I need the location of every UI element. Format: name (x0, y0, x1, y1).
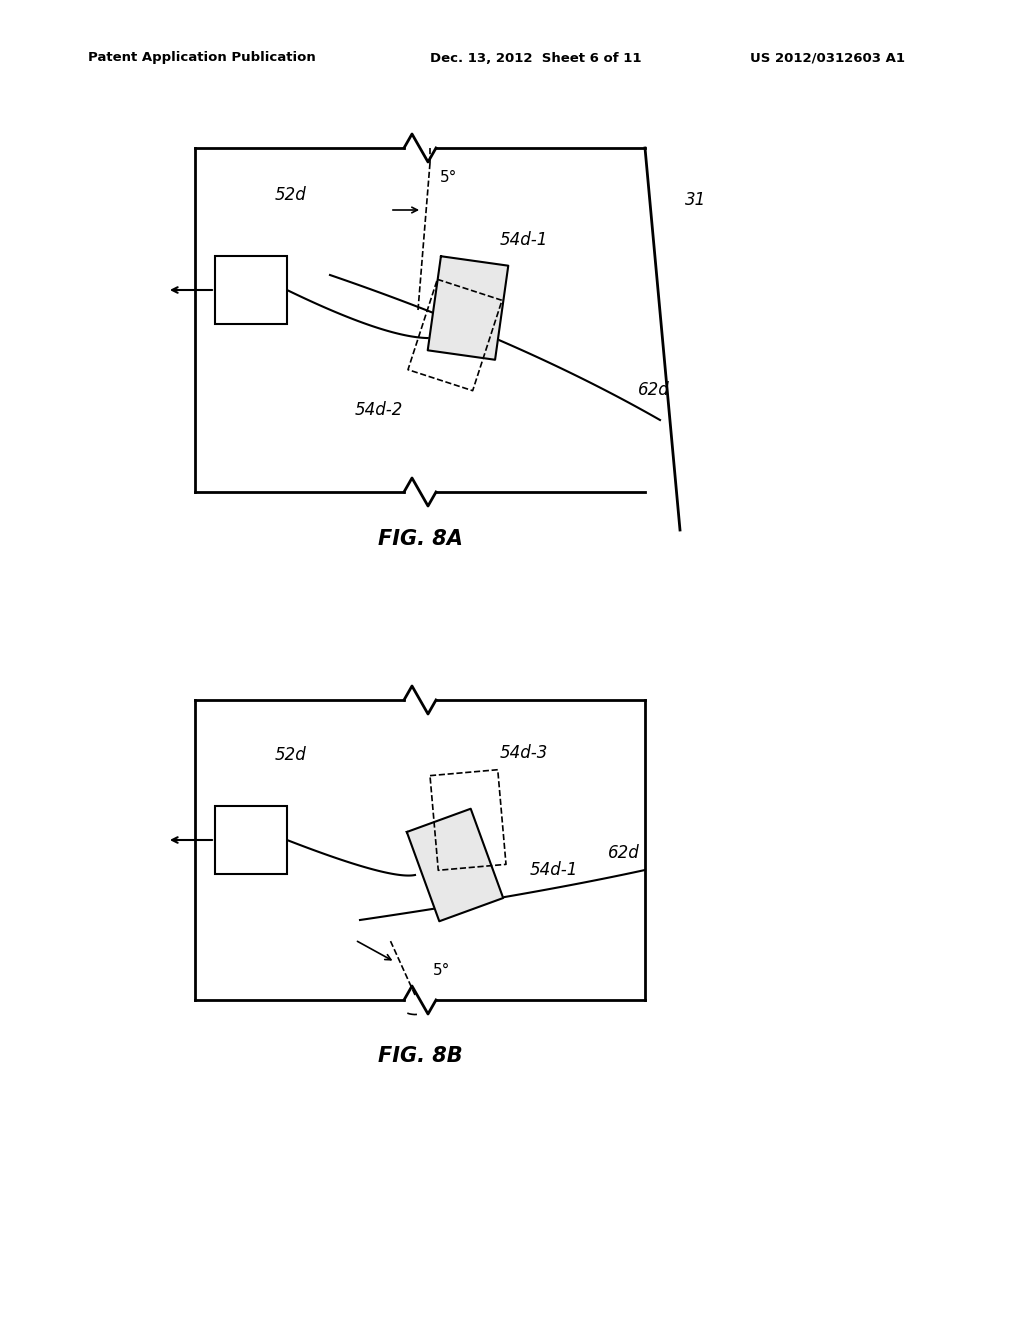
Text: 62d: 62d (638, 381, 670, 399)
Text: 54d-3: 54d-3 (500, 744, 549, 762)
Text: 5°: 5° (440, 170, 458, 185)
Text: 54d-2: 54d-2 (355, 401, 403, 418)
Text: 54d-1: 54d-1 (530, 861, 579, 879)
Bar (215, 807, 287, 874)
Text: FIG. 8A: FIG. 8A (378, 529, 463, 549)
Polygon shape (407, 809, 503, 921)
Text: 52d: 52d (275, 746, 307, 764)
Text: 52d: 52d (275, 186, 307, 205)
Polygon shape (428, 256, 508, 360)
Text: 54d-1: 54d-1 (500, 231, 549, 249)
Text: FIG. 8B: FIG. 8B (378, 1045, 462, 1067)
Bar (215, 256, 287, 323)
Text: Dec. 13, 2012  Sheet 6 of 11: Dec. 13, 2012 Sheet 6 of 11 (430, 51, 641, 65)
Text: 62d: 62d (608, 843, 640, 862)
Text: Patent Application Publication: Patent Application Publication (88, 51, 315, 65)
Text: US 2012/0312603 A1: US 2012/0312603 A1 (750, 51, 905, 65)
Text: 5°: 5° (433, 964, 451, 978)
Text: 31: 31 (685, 191, 707, 209)
